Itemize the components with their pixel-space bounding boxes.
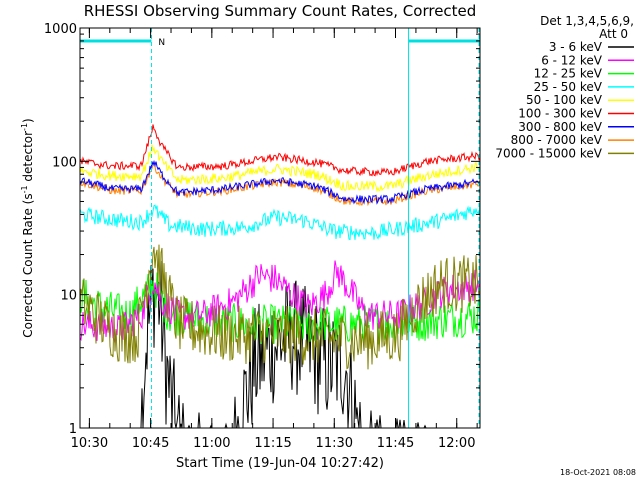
x-tick-label: 10:30 (71, 436, 108, 451)
annotation-layer: N (80, 28, 480, 428)
x-tick-label: 11:00 (193, 436, 230, 451)
x-tick-label: 12:00 (438, 436, 475, 451)
legend-label-7: 300 - 800 keV (518, 120, 602, 134)
plot-frame (79, 27, 481, 429)
legend-label-3: 12 - 25 keV (534, 67, 603, 81)
y-axis-label-part-5: ) (21, 118, 35, 123)
chart-title: RHESSI Observing Summary Count Rates, Co… (84, 2, 477, 20)
series-line-1 (80, 260, 480, 429)
timestamp: 18-Oct-2021 08:08 (560, 468, 636, 477)
y-tick-label: 100 (52, 155, 77, 170)
legend-label-5: 50 - 100 keV (526, 93, 603, 107)
series-line-8 (79, 161, 481, 207)
legend-header-2: Att 0 (599, 27, 628, 41)
series-line-5 (79, 144, 481, 193)
y-axis-label: Corrected Count Rate (s-1 detector-1) (20, 118, 35, 337)
series-line-7 (79, 159, 481, 205)
legend-label-4: 25 - 50 keV (534, 80, 603, 94)
y-axis: 1 10 100 1000 (44, 22, 480, 437)
x-axis-label: Start Time (19-Jun-04 10:27:42) (176, 456, 384, 471)
legend-label-8: 800 - 7000 keV (511, 133, 603, 147)
y-axis-label-part-3: detector (21, 131, 35, 186)
y-tick-label: 1 (69, 422, 77, 437)
legend-label-6: 100 - 300 keV (518, 107, 602, 121)
x-tick-label: 11:15 (254, 436, 291, 451)
series-line-9 (79, 244, 481, 370)
y-axis-label-part-4: -1 (20, 123, 29, 131)
x-tick-label: 11:30 (316, 436, 353, 451)
x-axis: 10:30 10:45 11:00 11:15 11:30 11:45 12:00 (71, 28, 478, 451)
series-layer (79, 124, 481, 429)
legend-label-1: 3 - 6 keV (549, 40, 603, 54)
legend-label-9: 7000 - 15000 keV (495, 146, 602, 160)
y-axis-label-part-1: Corrected Count Rate (s (21, 193, 35, 337)
y-axis-label-part-2: -1 (20, 185, 29, 193)
legend-label-2: 6 - 12 keV (541, 53, 603, 67)
attenuator-marker: N (158, 38, 165, 48)
series-line-6 (79, 124, 481, 177)
legend-header-1: Det 1,3,4,5,6,9, (540, 14, 634, 28)
x-tick-label: 10:45 (132, 436, 169, 451)
series-line-4 (79, 201, 481, 241)
x-tick-label: 11:45 (377, 436, 414, 451)
y-tick-label: 1000 (44, 22, 77, 37)
y-tick-label: 10 (60, 289, 77, 304)
